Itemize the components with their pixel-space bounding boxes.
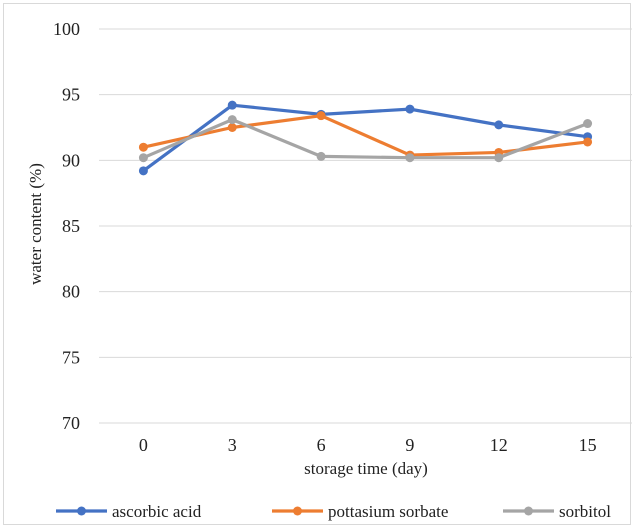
y-tick-label: 70 — [62, 413, 80, 433]
data-point-sorbitol — [494, 153, 504, 163]
x-tick-labels: 0 3 6 9 12 15 — [139, 435, 597, 455]
y-tick-label: 85 — [62, 216, 80, 236]
legend-label: ascorbic acid — [112, 502, 202, 521]
data-point-pottasium-sorbate — [583, 137, 593, 147]
x-tick-label: 12 — [490, 435, 508, 455]
data-point-pottasium-sorbate — [138, 142, 148, 152]
legend-label: pottasium sorbate — [328, 502, 448, 521]
legend-marker — [293, 506, 302, 516]
x-tick-label: 6 — [317, 435, 326, 455]
legend-label: sorbitol — [559, 502, 611, 521]
x-tick-label: 9 — [405, 435, 414, 455]
legend-marker — [524, 506, 533, 516]
data-point-sorbitol — [405, 153, 415, 163]
legend: ascorbic acid pottasium sorbate sorbitol — [56, 502, 611, 521]
x-axis-label: storage time (day) — [304, 459, 428, 478]
y-tick-label: 90 — [62, 150, 80, 170]
y-tick-labels: 70 75 80 85 90 95 100 — [53, 19, 80, 433]
series-lines — [138, 100, 593, 176]
data-point-pottasium-sorbate — [316, 111, 326, 121]
data-point-ascorbic-acid — [494, 120, 504, 130]
data-point-sorbitol — [227, 115, 237, 125]
y-axis-label: water content (%) — [26, 163, 45, 285]
data-point-ascorbic-acid — [138, 166, 148, 176]
chart-frame — [3, 3, 631, 525]
data-point-sorbitol — [138, 153, 148, 163]
data-point-sorbitol — [583, 119, 593, 129]
x-tick-label: 3 — [228, 435, 237, 455]
data-point-ascorbic-acid — [227, 100, 237, 110]
data-point-sorbitol — [316, 151, 326, 161]
x-tick-label: 0 — [139, 435, 148, 455]
series-line-sorbitol — [141, 118, 590, 160]
legend-marker — [77, 506, 86, 516]
y-tick-label: 80 — [62, 282, 80, 302]
y-tick-label: 95 — [62, 85, 80, 105]
gridlines — [99, 28, 632, 424]
y-tick-label: 75 — [62, 347, 80, 367]
x-tick-label: 15 — [579, 435, 597, 455]
y-tick-label: 100 — [53, 19, 80, 39]
data-point-pottasium-sorbate — [227, 123, 237, 132]
data-point-ascorbic-acid — [405, 104, 415, 114]
series-line-ascorbic-acid — [141, 103, 590, 173]
